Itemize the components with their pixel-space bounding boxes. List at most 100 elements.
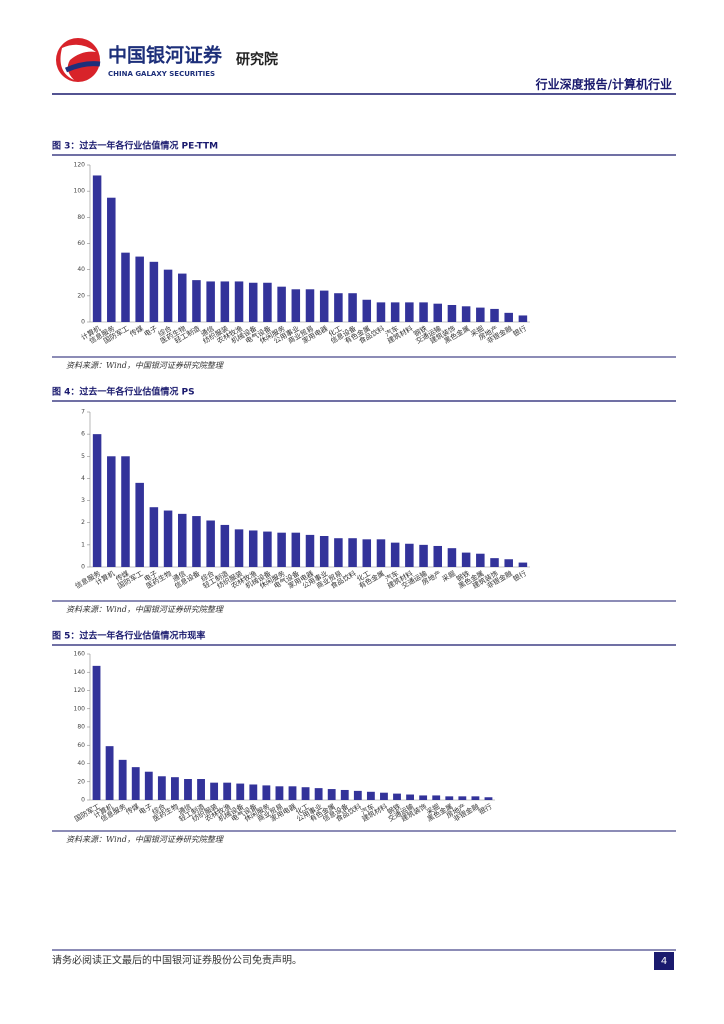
bar [107, 197, 116, 322]
bar [249, 784, 258, 800]
bar [163, 510, 173, 567]
bar [105, 746, 114, 800]
bar [380, 792, 388, 800]
bar [92, 434, 102, 567]
bar [319, 290, 329, 322]
bar [291, 289, 301, 322]
bar [135, 256, 144, 322]
bar [314, 788, 323, 800]
y-tick-label: 120 [74, 162, 86, 169]
bar [419, 544, 428, 567]
bar [504, 559, 513, 567]
bar [234, 281, 244, 322]
bar [118, 759, 127, 800]
brand: 中国银河证券 [108, 44, 223, 67]
y-tick-label: 20 [77, 292, 85, 299]
bar [163, 269, 173, 322]
bar [248, 282, 258, 322]
bar [362, 539, 372, 567]
bar [223, 782, 232, 800]
bar [461, 306, 471, 322]
bar [305, 289, 315, 322]
bar [277, 532, 286, 567]
bar [121, 456, 130, 567]
bar [406, 794, 414, 800]
page-box [654, 952, 674, 970]
bar [340, 789, 349, 800]
y-tick-label: 40 [77, 266, 85, 273]
y-tick-label: 80 [77, 724, 85, 731]
bar [319, 536, 329, 567]
y-tick-label: 40 [77, 760, 85, 767]
bar [135, 482, 144, 567]
figure-title: 图 4：过去一年各行业估值情况 PS [52, 386, 195, 398]
bar [220, 281, 230, 322]
bar [433, 303, 442, 322]
bar [192, 516, 201, 567]
y-tick-label: 0 [81, 564, 85, 571]
bar [178, 273, 187, 322]
bar [476, 307, 485, 322]
bar [353, 790, 362, 800]
bar [447, 304, 457, 322]
bar [334, 293, 343, 322]
logo [56, 38, 101, 82]
y-tick-label: 5 [81, 453, 85, 460]
bar [301, 787, 310, 800]
bar [518, 315, 528, 322]
bar [236, 783, 245, 800]
bar [197, 779, 205, 800]
x-tick-label: 银行 [511, 324, 528, 339]
bar [390, 302, 400, 322]
bar [263, 531, 272, 567]
bar [490, 558, 499, 567]
bar [275, 786, 284, 800]
bar [432, 795, 441, 800]
bar [262, 785, 271, 800]
bar [234, 529, 244, 567]
bar [288, 786, 297, 800]
y-tick-label: 100 [74, 705, 86, 712]
figure-title: 图 3：过去一年各行业估值情况 PE-TTM [52, 140, 218, 152]
bar [305, 534, 315, 567]
bar [92, 665, 101, 800]
source: 资料来源：Wind，中国银河证券研究院整理 [66, 835, 224, 844]
y-tick-label: 7 [81, 409, 85, 416]
bar [107, 456, 116, 567]
bar [192, 280, 201, 322]
y-tick-label: 80 [77, 214, 85, 221]
bar [92, 175, 102, 322]
bar [131, 767, 140, 800]
y-tick-label: 2 [81, 519, 85, 526]
bar [144, 771, 153, 800]
bar [393, 793, 401, 800]
bar [390, 542, 400, 567]
bar [348, 293, 357, 322]
unit: 研究院 [236, 51, 278, 68]
bar [362, 299, 372, 322]
bar [445, 796, 454, 800]
bar [348, 538, 357, 567]
bar [206, 281, 215, 322]
bar [291, 532, 301, 567]
bar [178, 513, 187, 567]
bar [121, 252, 130, 322]
bar [471, 796, 480, 800]
y-tick-label: 1 [81, 541, 85, 548]
bar [206, 520, 215, 567]
figure-title: 图 5：过去一年各行业估值情况市现率 [52, 630, 205, 642]
bar [171, 777, 179, 800]
bar [447, 548, 457, 567]
page-number: 4 [661, 956, 667, 967]
bar [419, 302, 428, 322]
bar [210, 782, 219, 800]
bar [327, 789, 336, 800]
report-type: 行业深度报告/计算机行业 [535, 77, 672, 92]
y-tick-label: 4 [81, 475, 85, 482]
bar [263, 282, 272, 322]
bar [461, 552, 471, 567]
x-tick-label: 银行 [511, 569, 528, 584]
bar [376, 539, 386, 567]
brand-en: CHINA GALAXY SECURITIES [108, 70, 215, 78]
